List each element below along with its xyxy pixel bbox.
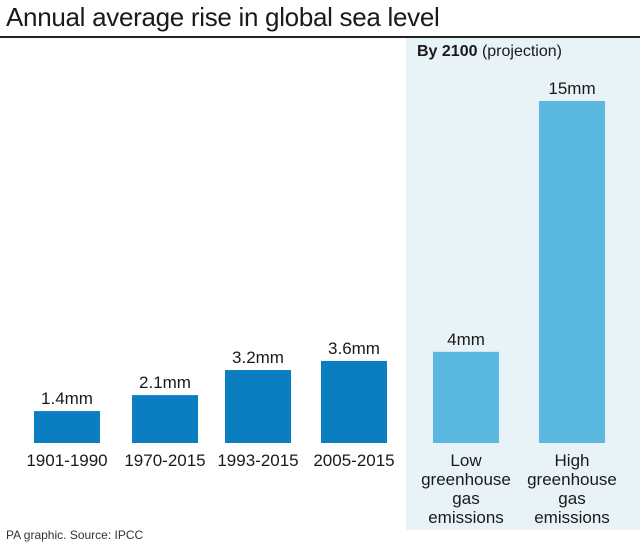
category-label-3: 1993-2015 xyxy=(217,451,298,470)
category-label-5-line-1: Low xyxy=(450,451,482,470)
data-label-3: 3.2mm xyxy=(232,348,284,367)
category-label-6-line-2: greenhouse xyxy=(527,470,617,489)
category-label-6-line-4: emissions xyxy=(534,508,610,527)
category-label-4: 2005-2015 xyxy=(313,451,394,470)
projection-year-label: By 2100 xyxy=(417,43,478,60)
projection-note: (projection) xyxy=(481,43,562,60)
category-label-6-line-3: gas xyxy=(558,489,585,508)
bar-6 xyxy=(539,101,605,443)
category-label-5-line-4: emissions xyxy=(428,508,504,527)
category-label-2: 1970-2015 xyxy=(124,451,205,470)
bar-2 xyxy=(132,395,198,443)
category-label-5-line-2: greenhouse xyxy=(421,470,511,489)
bar-5 xyxy=(433,351,499,443)
category-label-6-line-1: High xyxy=(555,451,590,470)
data-label-1: 1.4mm xyxy=(41,389,93,408)
bar-4 xyxy=(321,360,387,443)
source-credit: PA graphic. Source: IPCC xyxy=(6,528,144,542)
bar-1 xyxy=(34,411,100,443)
category-label-5-line-3: gas xyxy=(452,489,479,508)
data-label-5: 4mm xyxy=(447,330,485,349)
chart-title: Annual average rise in global sea level xyxy=(6,2,440,32)
projection-panel-heading: By 2100 (projection) xyxy=(417,43,562,61)
data-label-2: 2.1mm xyxy=(139,373,191,392)
data-label-6: 15mm xyxy=(548,79,595,98)
category-label-1: 1901-1990 xyxy=(26,451,107,470)
bar-3 xyxy=(225,370,291,443)
data-label-4: 3.6mm xyxy=(328,339,380,358)
title-divider xyxy=(0,36,640,38)
